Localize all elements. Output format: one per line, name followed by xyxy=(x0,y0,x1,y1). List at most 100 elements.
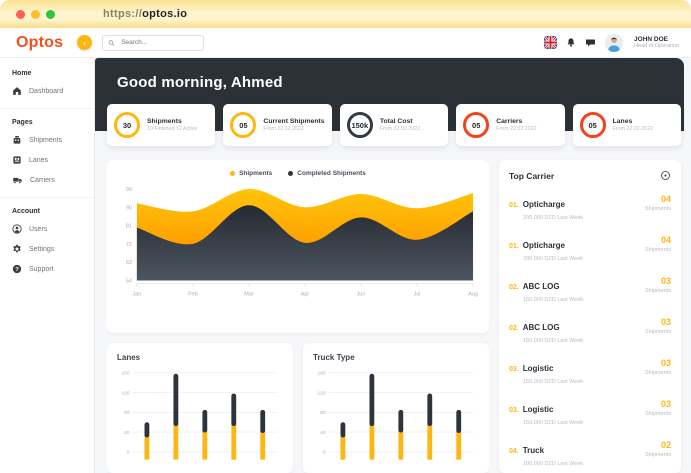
carrier-row[interactable]: 01. Opticharge 200.000 DZD Last Week 04 S… xyxy=(509,228,671,269)
stat-card-total-cost[interactable]: 150k Total Cost From 22.02.2022 xyxy=(339,104,449,146)
gear-icon xyxy=(13,244,21,253)
messages-chat-icon[interactable] xyxy=(585,38,596,48)
sidebar-item-users[interactable]: Users xyxy=(0,219,94,239)
carrier-name: Logistic xyxy=(522,364,554,373)
search-icon xyxy=(108,39,115,46)
sidebar-item-label: Carriers xyxy=(30,176,55,184)
stat-ring: 05 xyxy=(579,112,606,138)
carrier-detail: 150.000 DZD Last Week xyxy=(523,338,584,344)
user-icon xyxy=(12,224,22,234)
carrier-detail: 100.000 DZD Last Week xyxy=(523,461,584,467)
sidebar-section-label: Account xyxy=(12,208,40,215)
carrier-name: ABC LOG xyxy=(522,282,560,291)
sidebar-section-label: Home xyxy=(12,70,32,77)
browser-chrome: https://optos.io xyxy=(0,0,691,28)
header-actions: JOHN DOE Head of Operation xyxy=(544,33,679,52)
legend-dot xyxy=(288,171,294,176)
carrier-detail: 150.000 DZD Last Week xyxy=(523,420,584,426)
lanes-chart-title: Lanes xyxy=(117,353,141,362)
carrier-name: Truck xyxy=(522,446,545,455)
stat-subtitle: From 22.02.2022 xyxy=(379,126,421,133)
svg-text:54: 54 xyxy=(126,278,132,284)
sidebar-item-label: Lanes xyxy=(29,156,49,164)
shipments-chart-panel: Shipments Completed Shipments xyxy=(107,160,489,333)
sidebar-item-carriers[interactable]: Carriers xyxy=(0,170,94,190)
user-avatar[interactable] xyxy=(605,33,624,52)
stat-title: Lanes xyxy=(612,117,633,125)
legend-item-completed-shipments[interactable]: Completed Shipments xyxy=(288,170,366,177)
top-carrier-panel: Top Carrier 01. Opticharge 200.000 DZD La… xyxy=(499,160,681,473)
stat-card-current-shipments[interactable]: 05 Current Shipments From 22.02.2022 xyxy=(223,104,332,146)
help-icon: ? xyxy=(12,264,22,274)
truck-type-chart-title: Truck Type xyxy=(313,353,355,362)
carrier-unit: Shipments xyxy=(645,288,671,294)
lanes-chart-panel: Lanes 160 120 80 40 0 xyxy=(107,343,293,473)
close-window-button[interactable] xyxy=(16,9,25,19)
carrier-unit: Shipments xyxy=(645,206,671,212)
stat-title: Carriers xyxy=(496,117,523,125)
carrier-count: 02 xyxy=(660,440,671,450)
svg-text:80: 80 xyxy=(320,410,326,416)
sidebar-item-shipments[interactable]: Shipments xyxy=(0,130,94,150)
user-menu[interactable]: JOHN DOE Head of Operation xyxy=(634,36,679,50)
sidebar-section-home: Home Dashboard xyxy=(0,64,94,103)
info-icon[interactable] xyxy=(660,170,671,181)
svg-text:160: 160 xyxy=(318,371,326,377)
stat-ring: 05 xyxy=(463,112,490,138)
carrier-name: ABC LOG xyxy=(522,323,560,332)
carrier-detail: 150.000 DZD Last Week xyxy=(523,379,584,385)
sidebar-item-settings[interactable]: Settings xyxy=(0,239,94,259)
sidebar-item-label: Support xyxy=(29,265,54,273)
user-role: Head of Operation xyxy=(634,43,679,50)
carrier-row[interactable]: 03. Logistic 150.000 DZD Last Week 03 Shi… xyxy=(509,351,671,392)
search-input[interactable] xyxy=(119,38,199,47)
carrier-count: 03 xyxy=(660,276,671,286)
carrier-row[interactable]: 01. Opticharge 200.000 DZD Last Week 04 S… xyxy=(509,187,671,228)
carrier-row[interactable]: 02. ABC LOG 150.000 DZD Last Week 03 Ship… xyxy=(509,310,671,351)
carrier-row[interactable]: 02. ABC LOG 150.000 DZD Last Week 03 Ship… xyxy=(509,269,671,310)
svg-text:99: 99 xyxy=(126,187,132,193)
carrier-rank: 03. xyxy=(509,366,519,373)
stat-subtitle: From 22.02.2022 xyxy=(612,126,653,133)
carrier-detail: 200.000 DZD Last Week xyxy=(523,256,584,262)
carrier-row[interactable]: 03. Logistic 150.000 DZD Last Week 03 Shi… xyxy=(509,392,671,433)
notifications-bell-icon[interactable] xyxy=(566,37,576,48)
main-content: Good morning, Ahmed 30 Shipments 10 Fini… xyxy=(95,58,691,473)
carrier-name: Opticharge xyxy=(522,200,565,209)
stat-card-carriers[interactable]: 05 Carriers From 22.02.2022 xyxy=(456,104,565,146)
stat-cards-row: 30 Shipments 10 Finished 12 Active 05 Cu… xyxy=(107,104,682,146)
package-icon xyxy=(13,136,21,144)
stat-subtitle: From 22.02.2022 xyxy=(496,126,537,133)
carrier-unit: Shipments xyxy=(645,370,671,376)
bottom-charts-row: Lanes 160 120 80 40 0 Truck Type 160 120 80 40 0 xyxy=(107,343,489,473)
sidebar-section-pages: Pages Shipments Lanes Carriers xyxy=(0,108,94,192)
carrier-count: 03 xyxy=(660,399,671,409)
sidebar-item-support[interactable]: ? Support xyxy=(0,259,94,279)
carrier-name: Opticharge xyxy=(522,241,565,250)
back-button[interactable]: ‹ xyxy=(77,35,93,50)
carrier-count: 04 xyxy=(660,194,671,204)
stat-title: Current Shipments xyxy=(263,117,325,125)
language-flag-icon[interactable] xyxy=(544,36,558,49)
maximize-window-button[interactable] xyxy=(46,9,55,19)
svg-text:Aug: Aug xyxy=(468,291,478,297)
stat-card-lanes[interactable]: 05 Lanes From 22.02.2022 xyxy=(572,104,682,146)
carrier-row[interactable]: 04. Truck 100.000 DZD Last Week 02 Shipme… xyxy=(509,433,671,473)
sidebar-item-dashboard[interactable]: Dashboard xyxy=(0,81,94,101)
sidebar-item-label: Settings xyxy=(29,245,55,253)
legend-dot xyxy=(230,171,236,176)
minimize-window-button[interactable] xyxy=(31,9,40,19)
carrier-name: Logistic xyxy=(522,405,554,414)
app-logo: Optos xyxy=(16,33,64,51)
carrier-rank: 02. xyxy=(509,325,519,332)
stat-ring: 150k xyxy=(346,112,373,138)
search-box[interactable] xyxy=(102,34,205,51)
legend-item-shipments[interactable]: Shipments xyxy=(230,170,272,177)
carrier-detail: 200.000 DZD Last Week xyxy=(523,215,584,221)
sidebar-section-account: Account Users Settings ? Support xyxy=(0,197,94,281)
sidebar-item-lanes[interactable]: Lanes xyxy=(0,150,94,170)
stat-card-shipments[interactable]: 30 Shipments 10 Finished 12 Active xyxy=(107,104,216,146)
url-bar[interactable]: https://optos.io xyxy=(103,8,187,20)
carrier-rank: 03. xyxy=(509,407,519,414)
